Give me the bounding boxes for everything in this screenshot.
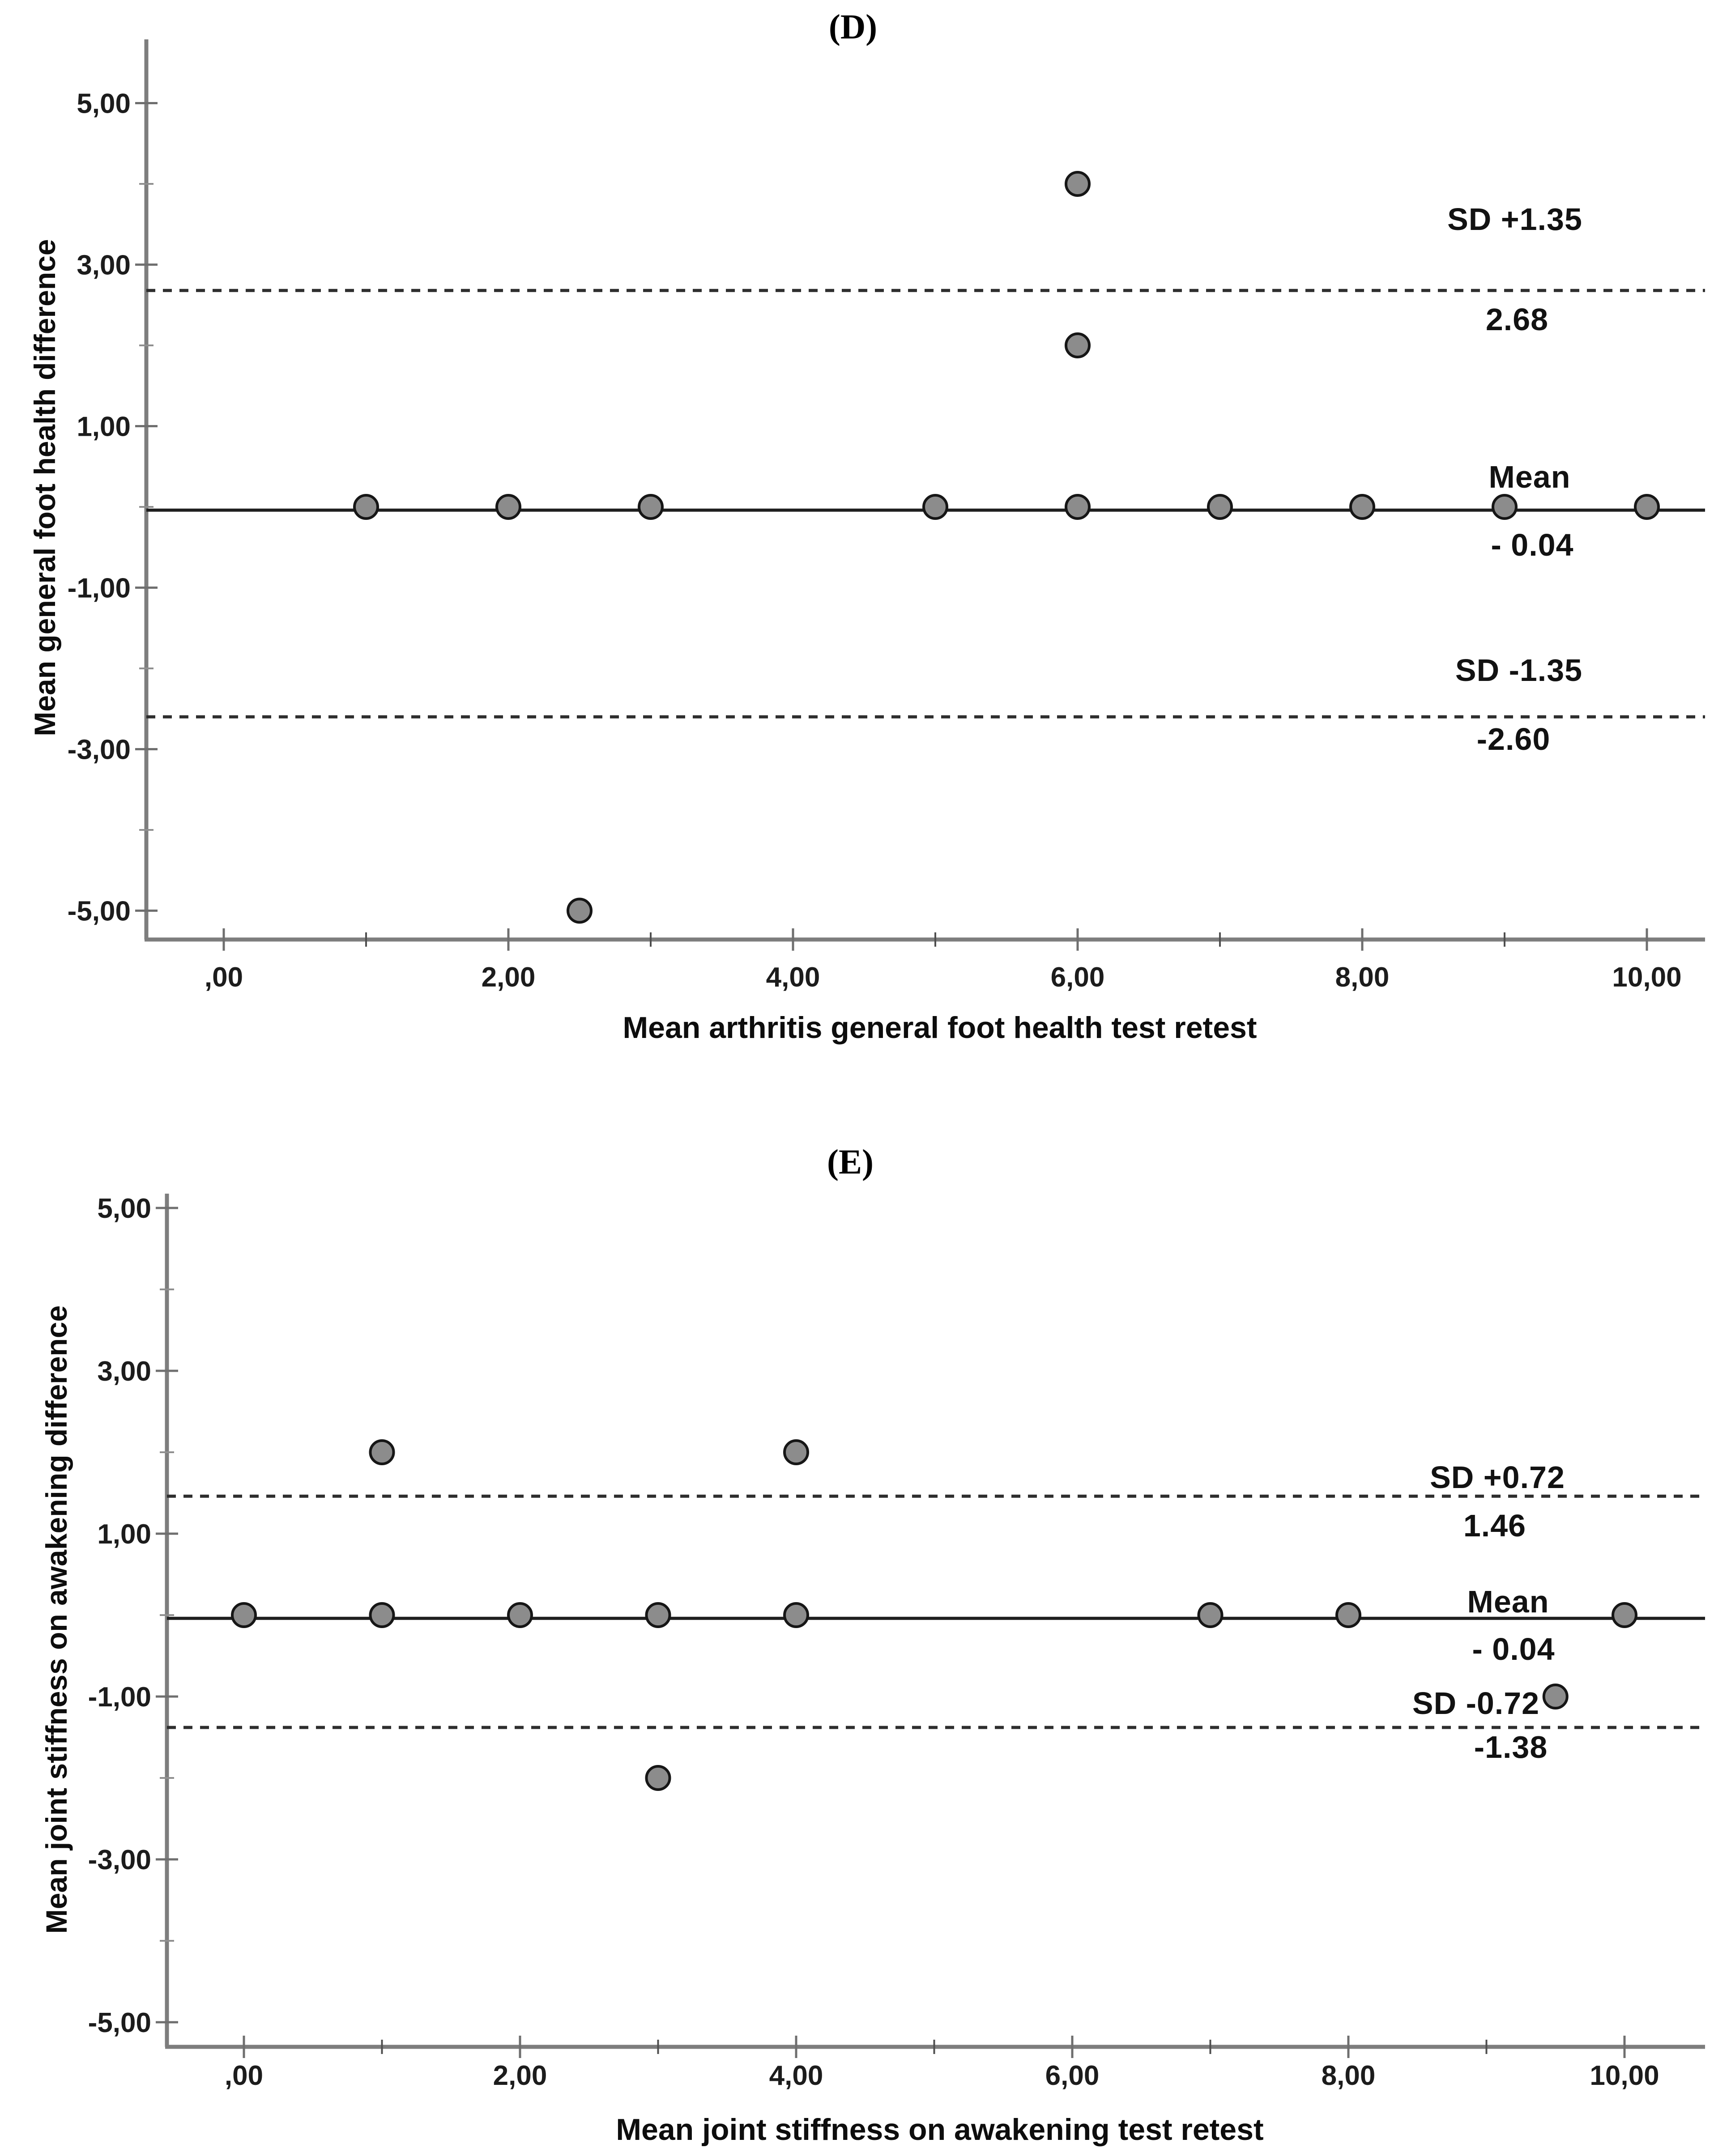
panel-e-lower-sd-label: SD -0.72 bbox=[1412, 1686, 1540, 1721]
data-point bbox=[1207, 494, 1233, 520]
data-point bbox=[922, 494, 948, 520]
panel-d-lower-sd-label: SD -1.35 bbox=[1455, 653, 1583, 688]
data-point bbox=[783, 1439, 809, 1465]
panel-e-title: (E) bbox=[827, 1142, 874, 1181]
panel-d-upper-sd-label: SD +1.35 bbox=[1447, 202, 1582, 237]
data-point bbox=[567, 897, 593, 924]
panel-e-y-axis-title: Mean joint stiffness on awakening differ… bbox=[40, 1305, 73, 1934]
y-tick-label: 5,00 bbox=[97, 1193, 151, 1224]
panel-d-mean-value-label: - 0.04 bbox=[1491, 527, 1574, 562]
panel-e-x-axis-title: Mean joint stiffness on awakening test r… bbox=[616, 2113, 1264, 2147]
data-point bbox=[1065, 332, 1091, 358]
panel-d-title: (D) bbox=[828, 7, 878, 46]
panel-e-lower-value-label: -1.38 bbox=[1474, 1730, 1548, 1765]
y-tick-label: -1,00 bbox=[68, 573, 131, 604]
y-tick-label: -5,00 bbox=[88, 2007, 151, 2038]
x-tick-label: 10,00 bbox=[1590, 2060, 1659, 2091]
y-tick-label: 1,00 bbox=[77, 412, 131, 442]
data-point bbox=[645, 1602, 671, 1628]
y-tick-label: -3,00 bbox=[88, 1845, 151, 1875]
data-point bbox=[1065, 494, 1091, 520]
data-point bbox=[1634, 494, 1660, 520]
panel-d-x-axis-title: Mean arthritis general foot health test … bbox=[622, 1011, 1257, 1045]
y-tick-label: -3,00 bbox=[68, 735, 131, 765]
data-point bbox=[1335, 1602, 1361, 1628]
y-tick-label: 3,00 bbox=[97, 1356, 151, 1387]
panel-d-upper-value-label: 2.68 bbox=[1485, 302, 1549, 337]
x-tick-label: 8,00 bbox=[1335, 962, 1390, 993]
x-tick-label: 4,00 bbox=[769, 2060, 823, 2091]
data-point bbox=[783, 1602, 809, 1628]
x-tick-label: 8,00 bbox=[1322, 2060, 1376, 2091]
x-tick-label: 10,00 bbox=[1612, 962, 1681, 993]
panel-d-lower-value-label: -2.60 bbox=[1476, 722, 1551, 757]
panel-d-mean-label: Mean bbox=[1488, 459, 1571, 494]
panel-d-y-axis-title: Mean general foot health difference bbox=[28, 239, 61, 736]
x-tick-label: 6,00 bbox=[1045, 2060, 1100, 2091]
data-point bbox=[638, 494, 664, 520]
x-tick-label: ,00 bbox=[225, 2060, 263, 2091]
data-point bbox=[645, 1765, 671, 1791]
data-point bbox=[231, 1602, 257, 1628]
x-tick-label: 6,00 bbox=[1051, 962, 1105, 993]
x-tick-label: 4,00 bbox=[766, 962, 820, 993]
data-point bbox=[1065, 171, 1091, 197]
data-point bbox=[369, 1602, 395, 1628]
data-point bbox=[1197, 1602, 1224, 1628]
panel-e-mean-label: Mean bbox=[1467, 1584, 1549, 1619]
data-point bbox=[1542, 1684, 1569, 1709]
y-tick-label: 5,00 bbox=[77, 89, 131, 119]
x-tick-label: 2,00 bbox=[482, 962, 536, 993]
y-tick-label: 3,00 bbox=[77, 250, 131, 281]
data-point bbox=[1492, 494, 1518, 520]
x-tick-label: 2,00 bbox=[493, 2060, 547, 2091]
y-tick-label: -5,00 bbox=[68, 896, 131, 927]
y-tick-label: 1,00 bbox=[97, 1519, 151, 1550]
x-tick-label: ,00 bbox=[205, 962, 243, 993]
data-point bbox=[507, 1602, 533, 1628]
panel-e-mean-value-label: - 0.04 bbox=[1472, 1632, 1555, 1667]
y-tick-label: -1,00 bbox=[88, 1682, 151, 1713]
data-point bbox=[369, 1439, 395, 1465]
data-point bbox=[495, 494, 521, 520]
data-point bbox=[1349, 494, 1375, 520]
data-point bbox=[353, 494, 379, 520]
panel-e-upper-value-label: 1.46 bbox=[1463, 1508, 1526, 1543]
data-point bbox=[1612, 1602, 1637, 1628]
panel-e-upper-sd-label: SD +0.72 bbox=[1430, 1460, 1565, 1495]
